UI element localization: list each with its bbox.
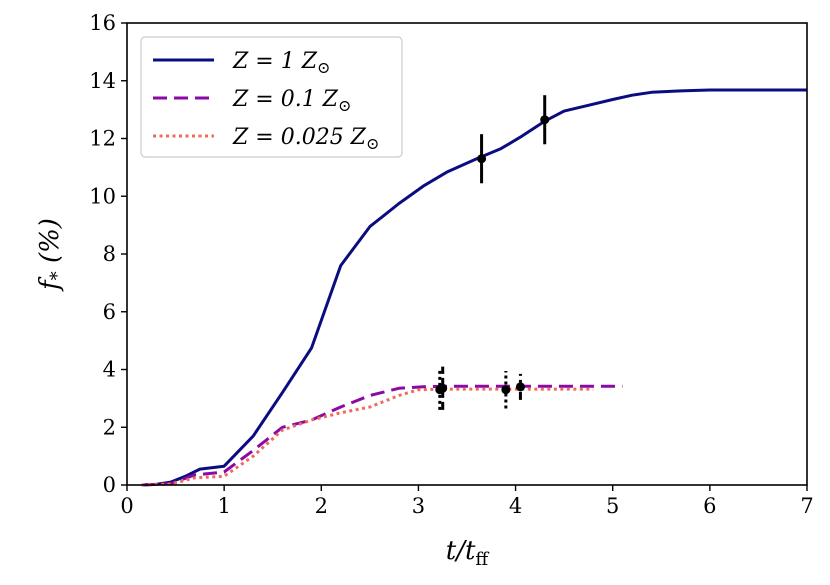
y-tick-label: 0 (103, 473, 116, 497)
x-axis-title: t/tff (446, 536, 490, 570)
y-tick-label: 4 (103, 358, 116, 382)
y-tick-label: 10 (89, 184, 116, 208)
legend-label-3: Z = 0.025 Z⊙ (232, 125, 379, 153)
y-tick-label: 6 (103, 300, 116, 324)
series-line-1 (141, 88, 807, 487)
y-tick-label: 14 (89, 69, 116, 93)
y-axis-title: f* (%) (35, 218, 68, 292)
x-tick-label: 1 (217, 494, 230, 518)
y-tick-label: 16 (89, 11, 116, 35)
x-tick-label: 6 (703, 494, 716, 518)
data-point-marker (477, 154, 487, 164)
x-tick-label: 5 (606, 494, 619, 518)
x-tick-label: 4 (509, 494, 522, 518)
x-axis-title-main: t/t (446, 536, 476, 566)
legend-label-1: Z = 1 Z⊙ (232, 49, 330, 77)
data-point-marker (435, 385, 445, 395)
y-axis-title-sub: * (47, 271, 68, 280)
legend-label-text: Z = 0.025 Z (232, 125, 367, 150)
data-point-marker (540, 115, 550, 125)
sun-symbol-icon: ⊙ (366, 134, 379, 153)
y-axis-title-tail: (%) (35, 218, 65, 271)
sun-symbol-icon: ⊙ (338, 96, 351, 115)
y-tick-label: 12 (89, 127, 116, 151)
errorbar-layer (435, 95, 550, 410)
x-axis-title-sub: ff (475, 549, 489, 570)
y-tick-label: 8 (103, 242, 116, 266)
data-point-marker (501, 385, 511, 395)
plot-frame (126, 22, 808, 486)
legend-label-text: Z = 1 Z (232, 49, 318, 74)
series-layer (141, 88, 807, 487)
legend: Z = 1 Z⊙Z = 0.1 Z⊙Z = 0.025 Z⊙ (140, 36, 403, 158)
y-tick-label: 2 (103, 415, 116, 439)
legend-label-2: Z = 0.1 Z⊙ (232, 87, 351, 115)
x-tick-label: 7 (800, 494, 813, 518)
legend-box (140, 36, 403, 158)
legend-label-text: Z = 0.1 Z (232, 87, 339, 112)
series-line-3 (141, 387, 594, 487)
series-line-2 (141, 384, 623, 487)
x-tick-label: 0 (120, 494, 133, 518)
data-point-marker (515, 382, 525, 392)
x-tick-label: 3 (412, 494, 425, 518)
sun-symbol-icon: ⊙ (317, 58, 330, 77)
x-tick-label: 2 (315, 494, 328, 518)
